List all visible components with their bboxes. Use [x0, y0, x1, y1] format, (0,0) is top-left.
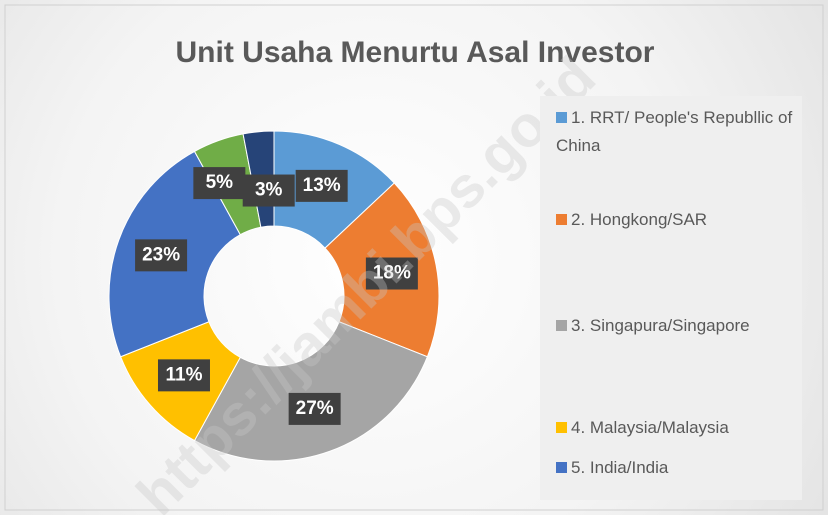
- data-label-box: [157, 359, 210, 392]
- legend-entry: 4. Malaysia/Malaysia: [556, 414, 800, 442]
- data-label: 5%: [206, 172, 234, 193]
- legend-entry: 3. Singapura/Singapore: [556, 312, 800, 340]
- legend-swatch: [556, 462, 567, 473]
- legend-swatch: [556, 214, 567, 225]
- legend-label: 4. Malaysia/Malaysia: [571, 418, 729, 437]
- legend-swatch: [556, 422, 567, 433]
- data-label-box: [365, 257, 418, 290]
- data-label-box: [295, 169, 348, 202]
- legend-label: 2. Hongkong/SAR: [571, 210, 708, 229]
- legend-entry: 2. Hongkong/SAR: [556, 206, 800, 234]
- legend-label: 5. India/India: [571, 458, 669, 477]
- data-label: 27%: [296, 398, 334, 419]
- legend-entry: 5. India/India: [556, 454, 800, 482]
- data-label: 13%: [303, 175, 341, 196]
- legend-swatch: [556, 112, 567, 123]
- chart-border: [4, 4, 824, 511]
- legend-swatch: [556, 320, 567, 331]
- data-label: 18%: [373, 263, 411, 284]
- legend: 1. RRT/ People's Republlic of China 2. Ho…: [540, 96, 802, 500]
- legend-entry: 1. RRT/ People's Republlic of China: [556, 104, 800, 160]
- legend-label: 1. RRT/ People's Republlic of China: [556, 108, 793, 155]
- data-label: 11%: [165, 364, 202, 385]
- legend-label: 3. Singapura/Singapore: [571, 316, 750, 335]
- data-label-box: [242, 174, 295, 207]
- chart-title: Unit Usaha Menurtu Asal Investor: [176, 36, 655, 69]
- data-label-box: [193, 167, 246, 200]
- data-label: 23%: [142, 244, 180, 265]
- slice: [193, 321, 429, 462]
- data-label-box: [288, 392, 341, 425]
- data-label: 3%: [255, 180, 283, 201]
- data-label-box: [135, 239, 188, 272]
